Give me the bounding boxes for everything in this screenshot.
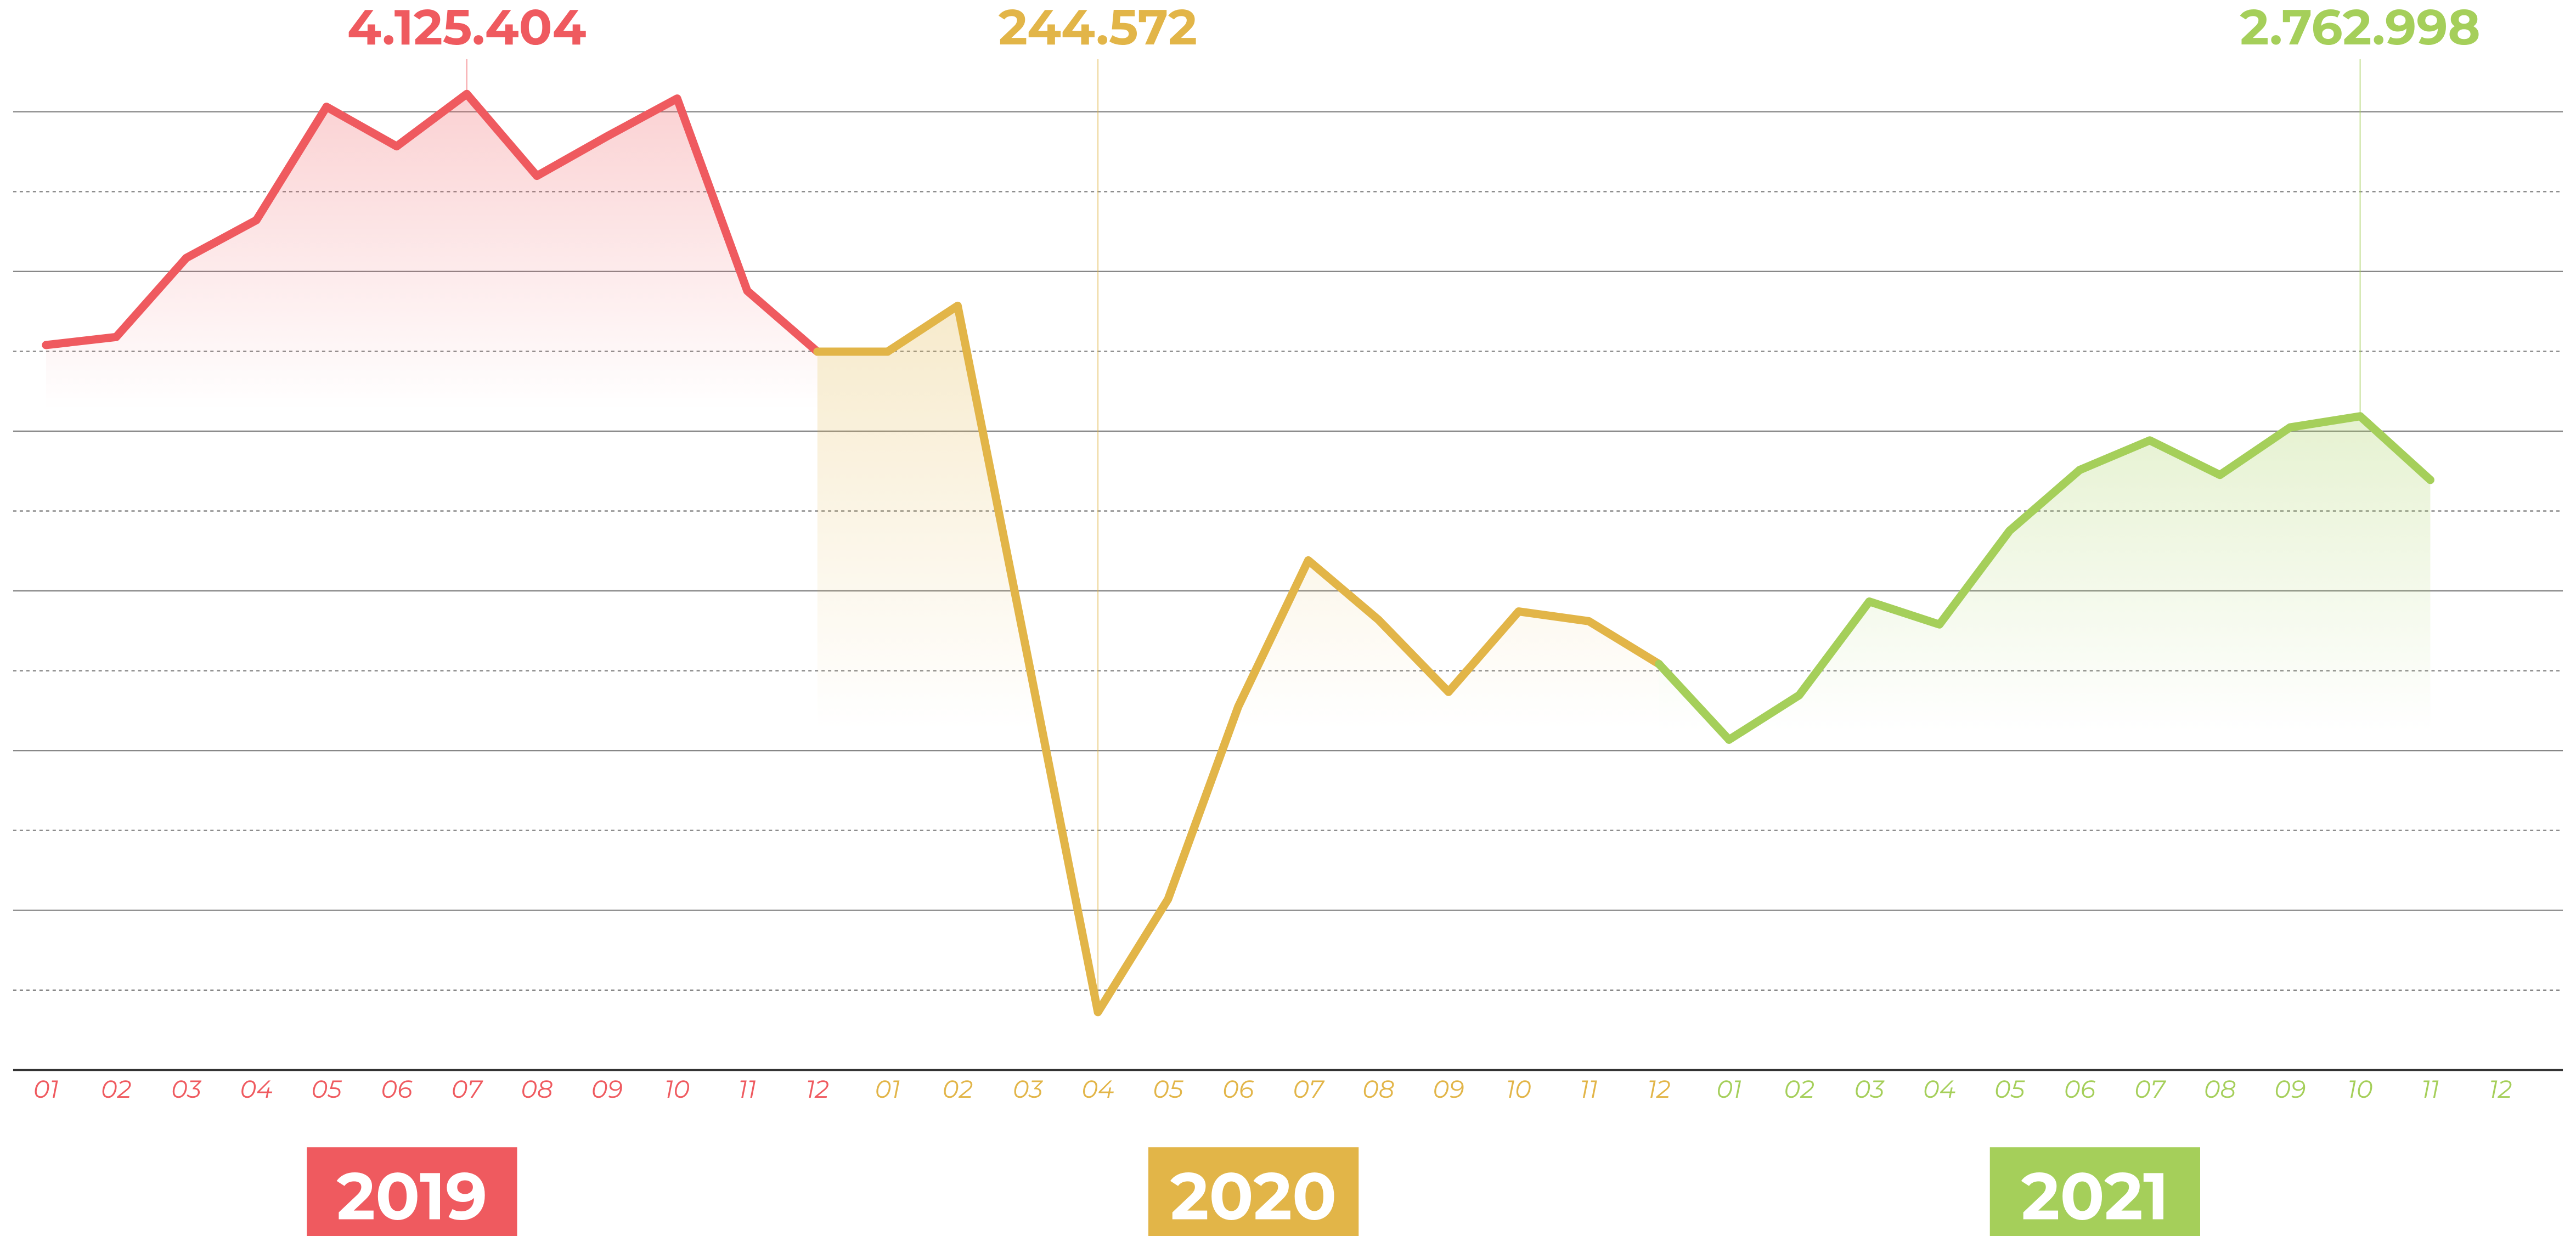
x-tick-label: 11 [739, 1075, 756, 1104]
x-tick-label: 06 [2064, 1075, 2096, 1104]
x-tick-label: 01 [875, 1075, 900, 1104]
legend-label: 2021 [2021, 1156, 2169, 1236]
x-tick-label: 06 [1222, 1075, 1254, 1104]
x-tick-label: 01 [1716, 1075, 1741, 1104]
x-tick-label: 05 [1153, 1075, 1183, 1104]
line [883, 301, 1663, 1017]
line [42, 89, 822, 356]
x-tick-label: 10 [2348, 1075, 2373, 1104]
x-tick-label: 04 [1923, 1075, 1955, 1104]
legend-label: 2020 [1170, 1156, 1337, 1236]
legend-badge [1148, 1147, 1359, 1236]
connector [1655, 659, 1733, 744]
x-tick-label: 07 [452, 1075, 483, 1104]
x-tick-label: 09 [2274, 1075, 2306, 1104]
legend-label: 2019 [337, 1156, 488, 1236]
x-tick-label: 04 [1081, 1075, 1114, 1104]
x-tick-label: 07 [1293, 1075, 1325, 1104]
x-tick-label: 11 [2421, 1075, 2439, 1104]
x-tick-label: 04 [240, 1075, 273, 1104]
x-tick-label: 12 [806, 1075, 829, 1104]
x-tick-label: 03 [1013, 1075, 1043, 1104]
annotation: 4.125.404 [347, 0, 587, 57]
x-tick-label: 08 [1362, 1075, 1394, 1104]
x-tick-label: 10 [664, 1075, 690, 1104]
x-tick-label: 11 [1580, 1075, 1597, 1104]
legend-badge [307, 1147, 517, 1236]
x-tick-label: 02 [943, 1075, 973, 1104]
area-fill [817, 306, 1659, 1012]
area-fill [1659, 416, 2431, 942]
line [1724, 412, 2434, 744]
x-tick-label: 12 [2489, 1075, 2512, 1104]
x-tick-label: 06 [381, 1075, 413, 1104]
area-fill [46, 94, 818, 620]
x-tick-label: 08 [521, 1075, 553, 1104]
x-tick-label: 07 [2134, 1075, 2166, 1104]
x-tick-label: 09 [591, 1075, 623, 1104]
x-tick-label: 09 [1433, 1075, 1464, 1104]
x-tick-label: 03 [1855, 1075, 1885, 1104]
x-tick-label: 12 [1648, 1075, 1671, 1104]
x-tick-label: 02 [1784, 1075, 1814, 1104]
annotation: 2.762.998 [2240, 0, 2481, 57]
x-tick-label: 05 [312, 1075, 342, 1104]
x-tick-label: 08 [2204, 1075, 2236, 1104]
x-tick-label: 01 [33, 1075, 59, 1104]
x-tick-label: 02 [101, 1075, 131, 1104]
annotation: 244.572 [999, 0, 1197, 57]
x-tick-label: 05 [1994, 1075, 2025, 1104]
x-tick-label: 03 [171, 1075, 201, 1104]
x-tick-label: 10 [1506, 1075, 1531, 1104]
legend-badge [1989, 1147, 2200, 1236]
